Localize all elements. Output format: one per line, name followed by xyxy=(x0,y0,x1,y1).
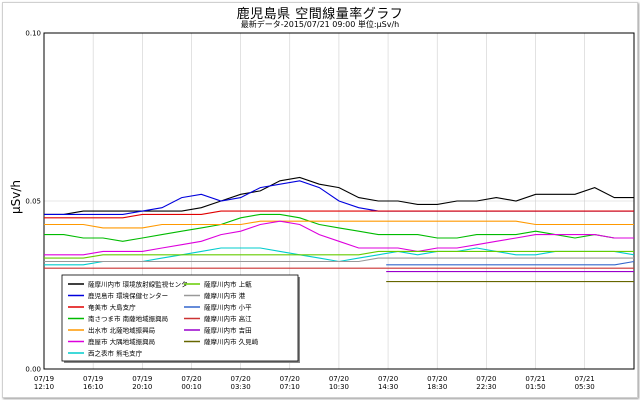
legend-label: 薩摩川内市 久見崎 xyxy=(204,337,259,346)
x-tick-label-date: 07/19 xyxy=(83,375,103,383)
x-tick-label-time: 00:10 xyxy=(181,383,201,391)
plot-area-border xyxy=(43,32,635,370)
legend-label: 薩摩川内市 環境放射線監視センター xyxy=(88,280,194,289)
x-tick-label-date: 07/20 xyxy=(378,375,398,383)
legend-label: 鹿児島市 環境保健センター xyxy=(88,291,168,300)
x-tick-label-time: 10:30 xyxy=(329,383,349,391)
axes: 07/1912:1007/1916:1007/1920:1007/2000:10… xyxy=(25,30,635,391)
y-tick-label: 0.05 xyxy=(25,198,41,206)
x-tick-label-date: 07/20 xyxy=(181,375,201,383)
series-line xyxy=(44,220,634,229)
x-tick-label-date: 07/19 xyxy=(132,375,152,383)
x-tick-label-time: 20:10 xyxy=(132,383,152,391)
x-tick-label-time: 22:30 xyxy=(476,383,496,391)
x-tick-label-date: 07/19 xyxy=(34,375,54,383)
series-lines xyxy=(44,176,635,283)
x-tick-label-time: 14:30 xyxy=(378,383,398,391)
x-tick-label-date: 07/20 xyxy=(329,375,349,383)
legend-label: 南さつま市 南薩地域振興局 xyxy=(88,314,168,323)
chart-subtitle: 最新データ-2015/07/21 09:00 単位:μSv/h xyxy=(240,20,400,29)
legend-label: 薩摩川内市 吉田 xyxy=(204,326,252,335)
series-line xyxy=(386,260,635,266)
x-tick-label-date: 07/21 xyxy=(575,375,595,383)
series-line xyxy=(44,210,634,219)
legend-label: 薩摩川内市 小平 xyxy=(204,303,252,312)
x-tick-label-date: 07/20 xyxy=(427,375,447,383)
x-tick-label-time: 12:10 xyxy=(34,383,54,391)
x-tick-label-time: 07:10 xyxy=(280,383,300,391)
y-tick-label: 0.00 xyxy=(25,366,41,374)
legend-label: 薩摩川内市 港 xyxy=(204,291,246,300)
x-tick-label-date: 07/20 xyxy=(476,375,496,383)
x-tick-label-time: 01:50 xyxy=(525,383,545,391)
legend-label: 鹿屋市 大隅地域振興局 xyxy=(88,337,155,346)
series-line xyxy=(44,220,634,256)
x-tick-label-time: 03:30 xyxy=(231,383,251,391)
series-line xyxy=(44,213,634,242)
legend-label: 奄美市 大島支庁 xyxy=(88,303,136,312)
x-tick-label-date: 07/20 xyxy=(231,375,251,383)
series-line xyxy=(44,250,634,259)
x-tick-label-time: 18:30 xyxy=(427,383,447,391)
legend-label: 薩摩川内市 上甑 xyxy=(204,280,252,289)
x-tick-label-date: 07/21 xyxy=(525,375,545,383)
legend-label: 西之表市 熊毛支庁 xyxy=(88,349,143,358)
legend-label: 薩摩川内市 高江 xyxy=(204,314,252,323)
x-tick-label-time: 05:30 xyxy=(575,383,595,391)
legend-label: 出水市 北薩地域振興局 xyxy=(88,326,155,335)
y-tick-label: 0.10 xyxy=(25,30,41,38)
x-tick-label-time: 16:10 xyxy=(83,383,103,391)
chart-title: 鹿児島県 空間線量率グラフ xyxy=(236,7,404,22)
legend-box xyxy=(61,274,299,362)
x-tick-label-date: 07/20 xyxy=(280,375,300,383)
series-line xyxy=(44,257,634,263)
